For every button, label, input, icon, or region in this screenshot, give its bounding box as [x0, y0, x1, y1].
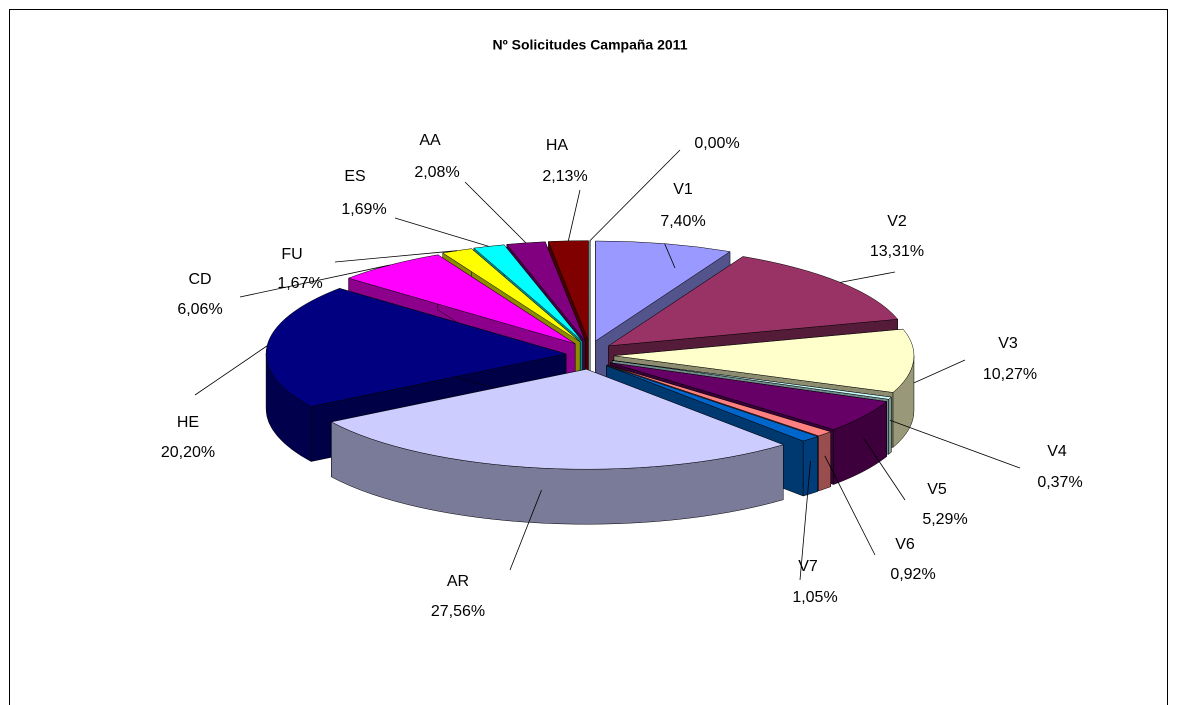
chart-title: Nº Solicitudes Campaña 2011: [493, 37, 688, 53]
leader-line: [863, 438, 906, 501]
slice: [595, 240, 731, 342]
category-label: CD: [188, 271, 211, 288]
leader-line: [194, 345, 268, 396]
leader-line: [889, 419, 1021, 469]
value-label: 5,29%: [922, 511, 967, 528]
category-label: V2: [887, 213, 907, 230]
leader-line: [664, 243, 676, 269]
slice: [613, 328, 915, 393]
slice: [442, 248, 581, 343]
value-label: 0,00%: [694, 135, 739, 152]
leader-line: [913, 359, 966, 384]
leader-line: [567, 189, 581, 241]
value-label: 20,20%: [161, 444, 215, 461]
slice: [606, 365, 819, 442]
leader-line: [394, 217, 489, 247]
leader-line: [509, 489, 542, 571]
category-label: HA: [546, 137, 569, 154]
slice: [330, 368, 785, 470]
slice: [265, 288, 567, 407]
category-label: V5: [927, 481, 947, 498]
category-label: AR: [447, 573, 469, 590]
leader-line: [840, 271, 896, 283]
leader-line: [464, 181, 527, 244]
leader-line: [239, 264, 390, 298]
value-label: 7,40%: [660, 213, 705, 230]
slice: [610, 362, 888, 430]
value-label: 1,69%: [341, 201, 386, 218]
value-label: 1,05%: [792, 589, 837, 606]
category-label: V4: [1047, 443, 1067, 460]
category-label: V6: [895, 536, 915, 553]
slice: [607, 364, 832, 437]
category-label: V7: [798, 558, 818, 575]
leader-line: [334, 250, 457, 263]
category-label: V1: [673, 181, 693, 198]
value-label: 27,56%: [431, 603, 485, 620]
slice-side: [818, 431, 831, 492]
value-label: 0,37%: [1037, 474, 1082, 491]
value-label: 10,27%: [983, 366, 1037, 383]
value-label: 6,06%: [177, 301, 222, 318]
value-label: 2,13%: [542, 168, 587, 185]
category-label: HE: [177, 414, 199, 431]
leader-line: [824, 455, 876, 556]
category-label: ES: [344, 168, 365, 185]
chart-frame: [9, 9, 1168, 705]
slice: [612, 360, 892, 400]
category-label: FU: [281, 246, 302, 263]
leader-line: [799, 460, 811, 581]
value-label: 13,31%: [870, 243, 924, 260]
leader-line: [589, 149, 681, 241]
value-label: 0,92%: [890, 566, 935, 583]
value-label: 1,67%: [277, 275, 322, 292]
category-label: AA: [419, 132, 441, 149]
slice-side: [888, 396, 892, 455]
category-label: V3: [998, 335, 1018, 352]
value-label: 2,08%: [414, 164, 459, 181]
slice: [347, 254, 576, 344]
